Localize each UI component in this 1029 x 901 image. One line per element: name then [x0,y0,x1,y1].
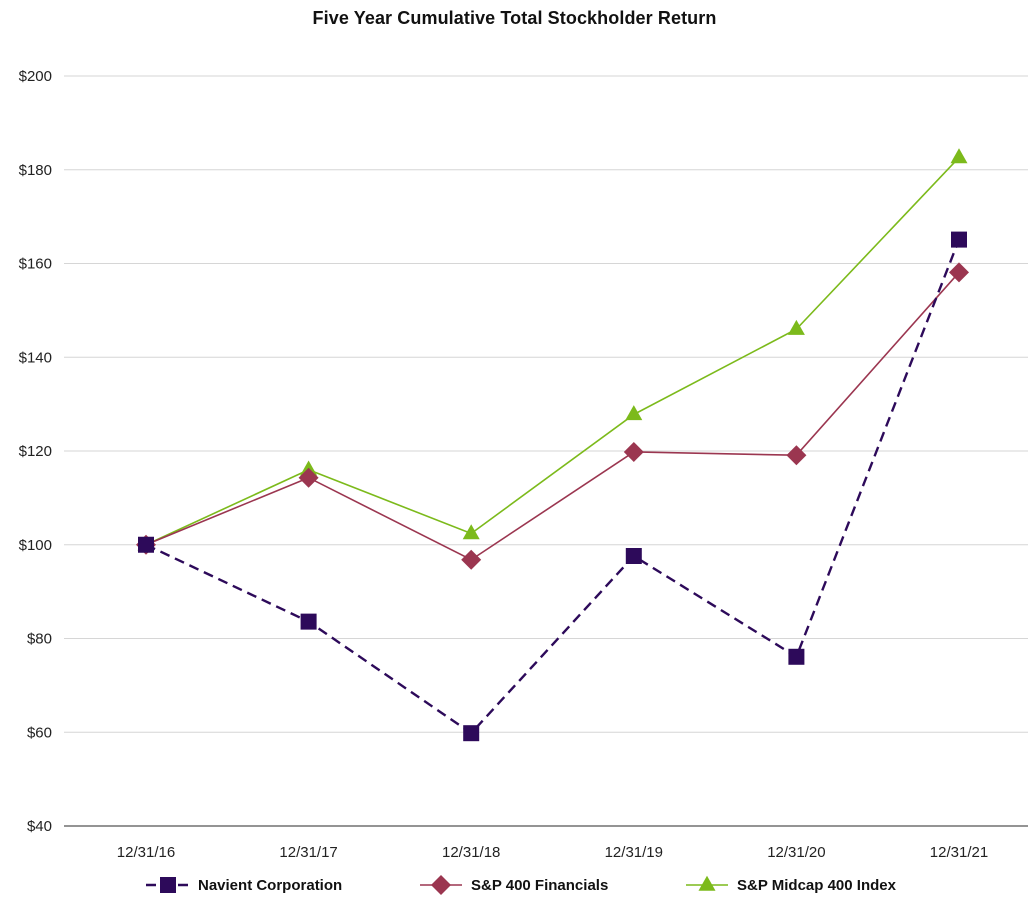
series-0 [138,231,967,742]
y-tick-label: $100 [19,537,52,554]
data-point [786,445,807,466]
y-tick-label: $200 [19,68,52,85]
x-tick-label: 12/31/19 [605,844,663,861]
data-point [138,536,154,553]
x-tick-label: 12/31/18 [442,844,500,861]
series-line [145,271,960,561]
y-tick-label: $40 [27,818,52,835]
legend-item: S&P Midcap 400 Index [686,875,897,894]
series-2 [137,148,968,551]
x-tick-label: 12/31/17 [279,844,337,861]
legend-item: S&P 400 Financials [420,875,608,895]
series-1 [136,262,969,570]
legend-label: Navient Corporation [198,877,342,894]
data-point [950,148,968,164]
y-tick-labels: $40 $60 $80 $100 $120 $140 $160 $180 $200 [19,68,52,835]
data-point [951,231,967,248]
data-point [949,262,969,283]
legend-marker [160,877,176,893]
x-tick-label: 12/31/20 [767,844,825,861]
chart-title: Five Year Cumulative Total Stockholder R… [312,8,717,28]
legend-item: Navient Corporation [146,877,342,894]
y-tick-label: $80 [27,631,52,648]
legend-label: S&P 400 Financials [471,877,608,894]
data-point [463,725,480,742]
data-point [298,467,319,488]
legend-marker [698,875,716,891]
y-tick-label: $140 [19,349,52,366]
data-point [300,613,317,630]
y-tick-label: $160 [19,256,52,273]
series-line [145,239,961,735]
series-line [145,157,960,546]
data-point [788,648,805,665]
legend-label: S&P Midcap 400 Index [737,877,897,894]
data-point [625,405,643,421]
x-tick-label: 12/31/21 [930,844,988,861]
x-tick-labels: 12/31/16 12/31/17 12/31/18 12/31/19 12/31/20… [117,844,988,861]
y-tick-label: $60 [27,724,52,741]
grid-lines [64,75,1028,733]
data-point [625,548,642,564]
data-point [787,319,805,335]
y-tick-label: $180 [19,162,52,179]
x-tick-label: 12/31/16 [117,844,175,861]
y-tick-label: $120 [19,443,52,460]
series-lines [136,148,969,742]
legend-marker [431,875,451,895]
data-point [623,441,644,462]
data-point [462,524,480,540]
data-point [461,549,482,570]
legend: Navient Corporation S&P 400 Financials S&P… [146,875,897,895]
